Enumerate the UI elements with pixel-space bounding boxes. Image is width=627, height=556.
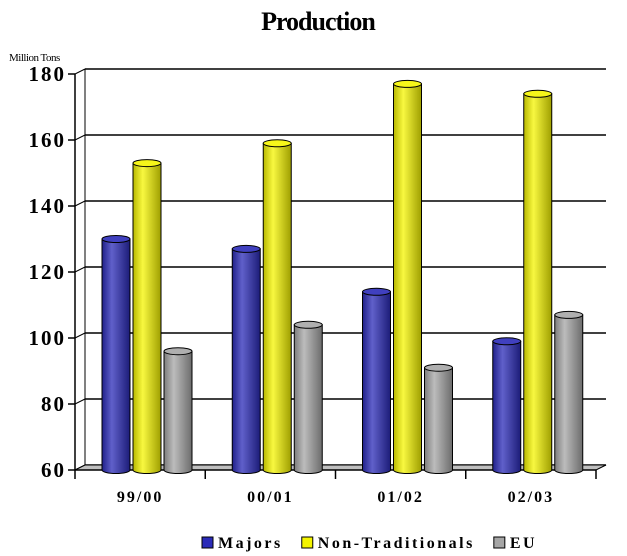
gridline-side bbox=[74, 398, 86, 405]
bar-top bbox=[523, 89, 553, 98]
legend-swatch bbox=[301, 536, 314, 549]
bar-top bbox=[362, 287, 391, 296]
bar-majors-99-00 bbox=[101, 235, 131, 474]
bar-top bbox=[393, 79, 422, 88]
x-tick-label: 00/01 bbox=[247, 489, 293, 506]
bar-top bbox=[101, 235, 131, 243]
bar-body bbox=[163, 350, 193, 474]
bar-body bbox=[554, 314, 584, 474]
gridline-side bbox=[74, 68, 86, 75]
bar-non-traditionals-02-03 bbox=[523, 89, 553, 474]
y-tick-label: 60 bbox=[41, 458, 66, 482]
legend-swatch bbox=[201, 536, 214, 549]
y-tick-label: 160 bbox=[29, 128, 67, 152]
bar-non-traditionals-00-01 bbox=[262, 139, 292, 474]
y-tick-label: 80 bbox=[41, 392, 66, 416]
bar-majors-00-01 bbox=[231, 244, 261, 474]
x-axis: 99/00 00/01 01/02 02/03 bbox=[74, 469, 597, 506]
x-tick-label: 99/00 bbox=[117, 489, 163, 506]
bar-non-traditionals-01-02 bbox=[393, 79, 422, 474]
legend-label: Majors bbox=[218, 535, 283, 552]
bar-top bbox=[262, 139, 292, 148]
y-tick-label: 180 bbox=[29, 62, 67, 86]
y-axis: 60 80 100 120 140 160 180 bbox=[29, 62, 76, 482]
legend-label: Non-Traditionals bbox=[318, 535, 475, 552]
bar-eu-99-00 bbox=[163, 347, 193, 474]
gridline-side bbox=[74, 332, 86, 339]
legend: Majors Non-Traditionals EU bbox=[201, 535, 537, 552]
bar-body bbox=[101, 238, 131, 474]
legend-label: EU bbox=[510, 535, 537, 552]
bar-body bbox=[424, 367, 453, 474]
bars bbox=[101, 79, 584, 474]
bar-eu-01-02 bbox=[424, 363, 453, 474]
chart-title: Production bbox=[261, 7, 376, 36]
bar-body bbox=[293, 324, 323, 474]
bar-body bbox=[362, 291, 391, 474]
y-axis-unit-label: Million Tons bbox=[9, 52, 60, 64]
bar-body bbox=[393, 83, 422, 474]
gridline-side bbox=[74, 134, 86, 141]
bar-top bbox=[231, 244, 261, 253]
x-tick-label: 02/03 bbox=[508, 489, 554, 506]
y-tick-label: 100 bbox=[29, 326, 67, 350]
bar-body bbox=[262, 142, 292, 474]
bar-eu-00-01 bbox=[293, 320, 323, 474]
bar-top bbox=[132, 159, 162, 168]
legend-item-non-traditionals: Non-Traditionals bbox=[301, 535, 475, 552]
bar-body bbox=[132, 162, 162, 474]
bar-majors-02-03 bbox=[492, 337, 522, 474]
gridline-side bbox=[74, 266, 86, 273]
bar-top bbox=[163, 347, 193, 356]
bar-top bbox=[424, 363, 453, 372]
legend-item-eu: EU bbox=[493, 535, 537, 552]
legend-item-majors: Majors bbox=[201, 535, 283, 552]
bar-eu-02-03 bbox=[554, 310, 584, 474]
bar-non-traditionals-99-00 bbox=[132, 159, 162, 474]
bar-body bbox=[231, 248, 261, 474]
bar-majors-01-02 bbox=[362, 287, 391, 474]
bar-top bbox=[293, 320, 323, 329]
y-tick-label: 140 bbox=[29, 194, 67, 218]
y-tick-label: 120 bbox=[29, 260, 67, 284]
bar-top bbox=[554, 310, 584, 319]
bar-body bbox=[523, 93, 553, 474]
legend-swatch bbox=[493, 536, 506, 549]
gridline-side bbox=[74, 200, 86, 207]
x-tick-label: 01/02 bbox=[377, 489, 423, 506]
bar-body bbox=[492, 340, 522, 474]
bar-top bbox=[492, 337, 522, 346]
